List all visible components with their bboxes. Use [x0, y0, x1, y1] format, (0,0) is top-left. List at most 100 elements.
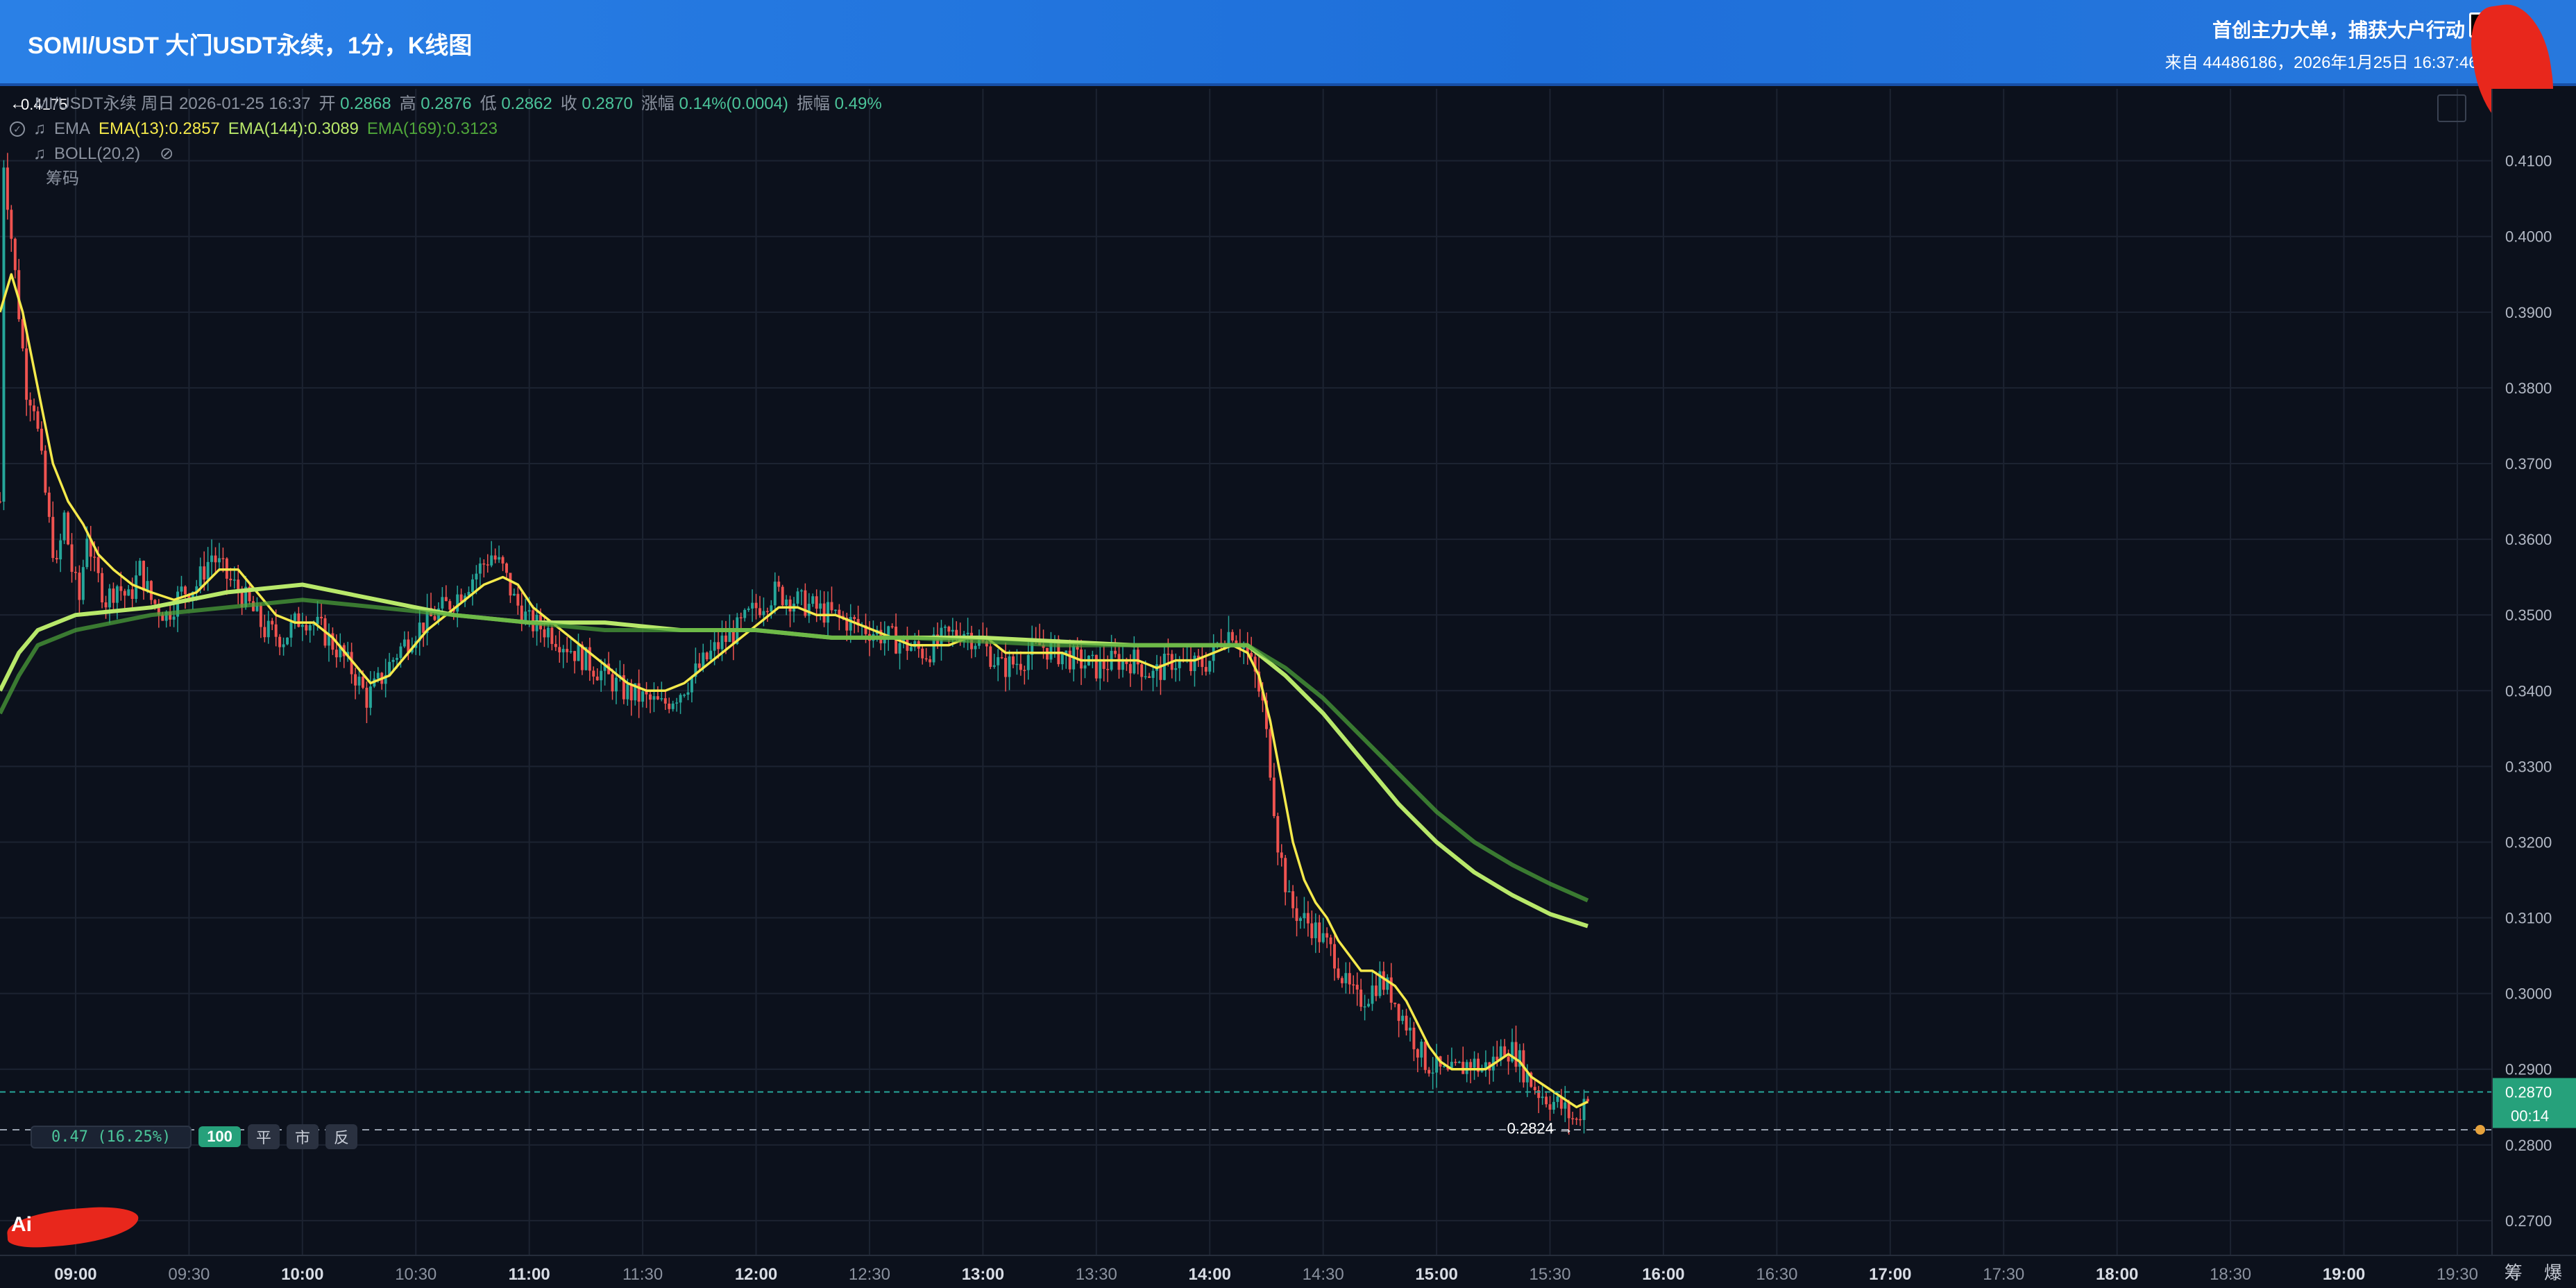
candle-body	[1333, 944, 1336, 969]
candle-body	[799, 590, 803, 592]
price-tick-label: 0.4100	[2505, 153, 2552, 170]
candle-body	[1272, 777, 1276, 817]
candle-body	[1530, 1072, 1533, 1087]
alarm-icon[interactable]: ♫	[33, 144, 46, 163]
candle-body	[569, 651, 573, 652]
candle-body	[1363, 1006, 1366, 1008]
candle-body	[1337, 968, 1340, 978]
candle-body	[1582, 1099, 1586, 1120]
candle-body	[119, 586, 123, 591]
corner-labels[interactable]: 筹 爆	[2504, 1262, 2570, 1283]
candle-body	[433, 616, 437, 620]
price-tick-label: 0.3800	[2505, 380, 2552, 397]
screenshot-button[interactable]	[2437, 94, 2466, 122]
reverse-position-button[interactable]: 反	[325, 1124, 357, 1149]
time-axis[interactable]: 09:00 09:30 10:00 10:30 11:00 11:30 12:00 12:30…	[0, 1255, 2576, 1288]
candle-body	[527, 610, 531, 612]
candlestick-chart[interactable]: 0.4175 0.2824 →	[0, 89, 2491, 1255]
candle-body	[656, 696, 659, 700]
candle-body	[1564, 1102, 1567, 1109]
candle-body	[822, 603, 826, 623]
candle-body	[1397, 1003, 1400, 1022]
amplitude-label: 振幅	[796, 94, 830, 113]
candle-body	[1204, 667, 1208, 672]
candle-body	[898, 643, 901, 654]
candle-body	[1473, 1058, 1476, 1068]
candle-body	[157, 604, 160, 615]
candle-body	[709, 650, 713, 660]
candle-body	[350, 652, 353, 675]
last-price-label: 0.2870	[2505, 1083, 2552, 1101]
candle-body	[293, 613, 296, 622]
candle-body	[675, 702, 679, 704]
candle-body	[702, 652, 705, 668]
candle-body	[1068, 650, 1071, 670]
time-tick-label: 13:00	[962, 1265, 1004, 1284]
low-value: 0.2862	[501, 94, 552, 113]
candle-body	[244, 586, 248, 607]
candle-body	[1230, 632, 1234, 641]
ema-label[interactable]: EMA	[54, 119, 91, 138]
candle-body	[955, 629, 958, 638]
candle-body	[1461, 1062, 1465, 1074]
candle-body	[1552, 1101, 1555, 1110]
candles	[0, 153, 1589, 1135]
candle-body	[501, 557, 505, 564]
collapse-icon[interactable]: ✓	[10, 121, 25, 137]
candle-body	[600, 670, 603, 681]
candle-body	[762, 611, 765, 616]
close-position-button[interactable]: 平	[247, 1124, 280, 1149]
candle-body	[629, 684, 633, 701]
price-tick-label: 0.2700	[2505, 1212, 2552, 1230]
position-pnl[interactable]: 0.47 (16.25%)	[31, 1125, 192, 1149]
back-arrow-icon[interactable]: ←	[10, 94, 26, 113]
time-tick-label: 17:00	[1869, 1265, 1911, 1284]
candle-body	[1102, 659, 1105, 669]
price-tick-label: 0.3200	[2505, 833, 2552, 851]
chips-label[interactable]: 筹码	[46, 169, 79, 188]
boll-line: ♫ BOLL(20,2) ⊘	[10, 142, 882, 167]
candle-body	[312, 624, 316, 626]
price-axis[interactable]: 0.4100 0.4000 0.3900 0.3800 0.3700 0.3600 0.35…	[2491, 89, 2576, 1255]
candle-body	[17, 270, 21, 319]
candle-body	[1567, 1102, 1570, 1119]
time-tick-label: 13:30	[1076, 1265, 1117, 1284]
candle-body	[833, 609, 837, 611]
candle-body	[671, 703, 675, 709]
candle-body	[1495, 1056, 1499, 1060]
candle-body	[51, 516, 55, 559]
candle-body	[1374, 985, 1378, 997]
time-tick-label: 11:30	[622, 1265, 663, 1284]
boll-label[interactable]: BOLL(20,2)	[54, 144, 141, 163]
candle-body	[1586, 1099, 1589, 1102]
candle-body	[89, 539, 92, 557]
position-qty[interactable]: 100	[198, 1126, 241, 1147]
candle-body	[418, 622, 421, 641]
candle-body	[1371, 985, 1374, 1004]
candle-body	[845, 618, 849, 631]
candle-body	[448, 601, 452, 610]
candle-body	[1401, 1015, 1405, 1022]
alarm-icon[interactable]: ♫	[33, 119, 46, 138]
candle-body	[441, 597, 444, 609]
candle-body	[130, 589, 134, 600]
candle-body	[365, 688, 368, 708]
candle-body	[1507, 1056, 1510, 1062]
time-tick-label: 10:00	[281, 1265, 323, 1284]
chart-canvas[interactable]: 0.4175 0.2824 →	[0, 89, 2491, 1255]
candle-body	[1091, 654, 1094, 656]
candle-body	[943, 627, 947, 628]
candle-body	[1148, 676, 1151, 678]
market-close-button[interactable]: 市	[286, 1124, 319, 1149]
candle-body	[55, 558, 58, 560]
candle-body	[1533, 1087, 1536, 1090]
candle-body	[138, 561, 142, 576]
candle-body	[1299, 918, 1302, 922]
candle-body	[274, 624, 278, 637]
position-bar[interactable]: 0.47 (16.25%) 100 平 市 反	[31, 1124, 357, 1149]
candle-body	[520, 605, 523, 625]
candle-body	[149, 581, 153, 600]
candle-body	[1287, 891, 1291, 892]
visibility-off-icon[interactable]: ⊘	[160, 144, 174, 163]
candle-body	[1344, 973, 1348, 983]
